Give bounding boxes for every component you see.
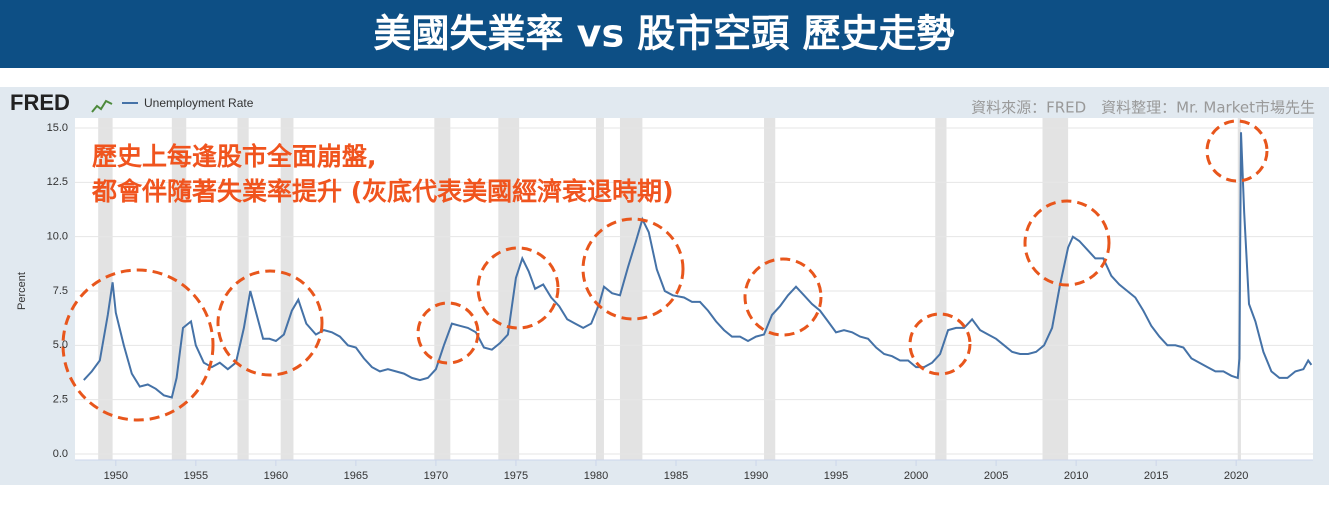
recession [595,118,604,460]
x-tick-label: 1965 [344,470,368,482]
x-tick-label: 2020 [1224,470,1248,482]
recession [98,118,113,460]
title-banner [0,0,1329,68]
brand-icon [91,99,113,113]
x-tick-label: 1990 [744,470,768,482]
x-tick-label: 1950 [104,470,128,482]
legend-label: Unemployment Rate [144,96,254,110]
x-tick-label: 2000 [904,470,928,482]
annotation: 歷史上每逢股市全面崩盤, [92,142,377,171]
x-tick-label: 1980 [584,470,608,482]
y-tick-label: 12.5 [47,176,68,188]
circle [61,268,215,422]
y-tick-label: 10.0 [47,231,68,243]
recession [619,118,643,460]
line [83,132,1313,399]
x-tick-label: 2005 [984,470,1008,482]
circle [216,269,324,377]
y-axis-label: Percent [16,272,28,310]
circle [581,217,685,321]
annotation: 都會伴隨著失業率提升 (灰底代表美國經濟衰退時期) [91,177,674,206]
x-tick-label: 2010 [1064,470,1088,482]
y-tick-label: 15.0 [47,122,68,134]
y-tick-label: 0.0 [53,448,68,460]
recession [171,118,187,460]
circle [1205,119,1269,183]
recession [498,118,520,460]
recession [434,118,451,460]
recession [1042,118,1069,460]
x-tick-label: 1975 [504,470,528,482]
circle [1023,199,1111,287]
brand: FRED [10,90,70,115]
circle [743,257,823,337]
y-tick-label: 5.0 [53,339,68,351]
x-tick-label: 1985 [664,470,688,482]
circle [476,246,560,330]
x-tick-label: 2015 [1144,470,1168,482]
circle [908,312,972,376]
recession [764,118,776,460]
y-tick-label: 7.5 [53,285,68,297]
x-tick-label: 1995 [824,470,848,482]
x-tick-label: 1955 [184,470,208,482]
x-tick-label: 1970 [424,470,448,482]
x-tick-label: 1960 [264,470,288,482]
source: 資料來源：FRED 資料整理：Mr. Market市場先生 [971,99,1315,117]
recession [237,118,249,460]
highlight-circles [61,119,1269,422]
y-tick-label: 2.5 [53,394,68,406]
circle [416,301,480,365]
chart-title: 美國失業率 vs 股市空頭 歷史走勢 [373,12,954,56]
recession [935,118,947,460]
